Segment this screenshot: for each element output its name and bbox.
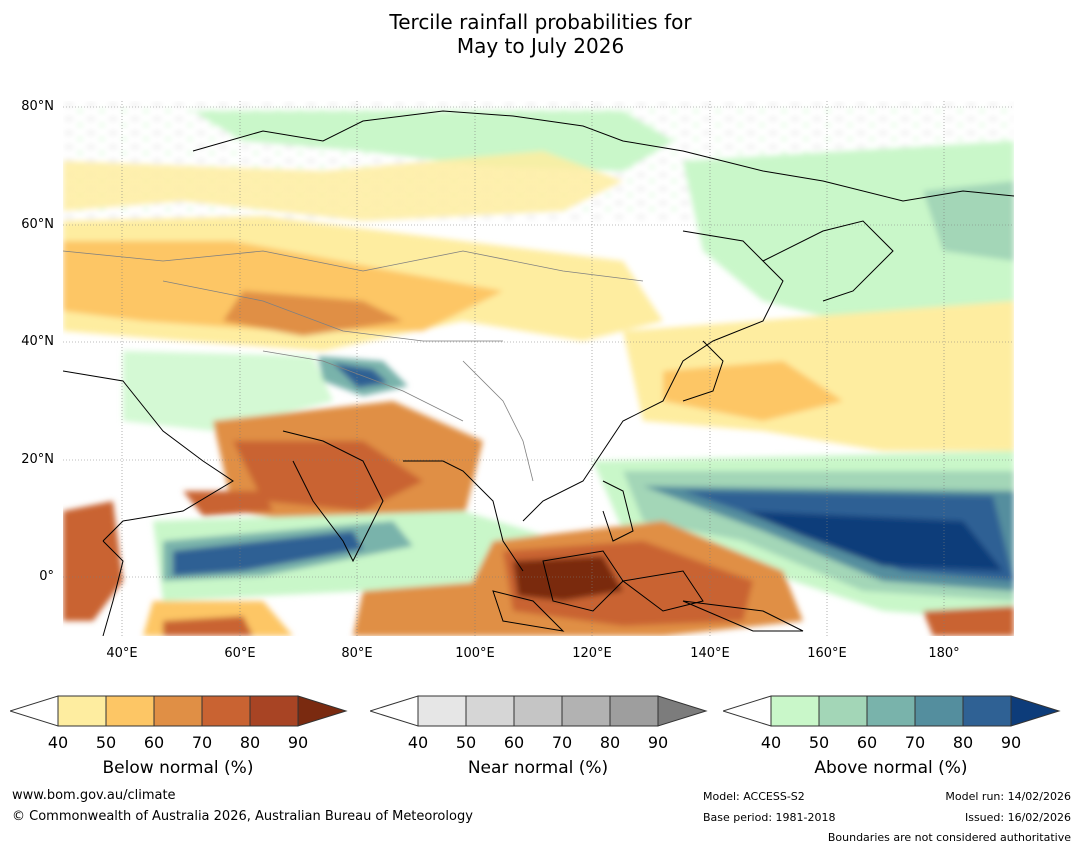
below-colorbar-lower-extend <box>10 695 59 727</box>
model-run-date: Model run: 14/02/2026 <box>945 790 1071 803</box>
above-tick: 50 <box>808 733 830 752</box>
above-tick: 90 <box>1000 733 1022 752</box>
rainfall-probability-map <box>63 101 1014 636</box>
lon-label-180: 180° <box>928 646 960 661</box>
below-tick: 90 <box>287 733 309 752</box>
near-colorbar-bin-70-80 <box>561 695 611 727</box>
below-tick: 70 <box>191 733 213 752</box>
above-tick: 70 <box>904 733 926 752</box>
lon-label-40e: 40°E <box>106 646 138 661</box>
near-normal-label: Near normal (%) <box>467 758 609 778</box>
lat-label-60n: 60°N <box>21 217 54 232</box>
above-tick: 40 <box>760 733 782 752</box>
coastlines <box>63 110 1014 636</box>
lon-label-60e: 60°E <box>224 646 256 661</box>
below-colorbar-bin-60-70 <box>153 695 203 727</box>
near-tick: 60 <box>503 733 525 752</box>
lon-label-140e: 140°E <box>690 646 730 661</box>
below-tick: 40 <box>47 733 69 752</box>
near-normal-colorbar <box>370 695 708 727</box>
above-colorbar-bin-50-60 <box>818 695 868 727</box>
above-colorbar-bin-60-70 <box>866 695 916 727</box>
lat-label-80n: 80°N <box>21 99 54 114</box>
near-tick: 70 <box>551 733 573 752</box>
base-period: Base period: 1981-2018 <box>703 811 836 824</box>
graticule <box>63 101 1014 636</box>
copyright-text: © Commonwealth of Australia 2026, Austra… <box>12 809 473 824</box>
lat-label-20n: 20°N <box>21 452 54 467</box>
below-tick: 80 <box>239 733 261 752</box>
below-colorbar-bin-70-80 <box>201 695 251 727</box>
below-tick: 50 <box>95 733 117 752</box>
near-tick: 50 <box>455 733 477 752</box>
above-colorbar-upper-extend <box>1010 695 1061 727</box>
lat-label-40n: 40°N <box>21 334 54 349</box>
issued-date: Issued: 16/02/2026 <box>964 811 1071 824</box>
near-colorbar-lower-extend <box>370 695 419 727</box>
near-tick: 40 <box>407 733 429 752</box>
below-colorbar-upper-extend <box>297 695 348 727</box>
lon-label-120e: 120°E <box>572 646 612 661</box>
lon-label-160e: 160°E <box>807 646 847 661</box>
website-link[interactable]: www.bom.gov.au/climate <box>12 788 176 803</box>
near-colorbar-bin-40-50 <box>417 695 467 727</box>
lon-label-100e: 100°E <box>455 646 495 661</box>
near-colorbar-bin-60-70 <box>513 695 563 727</box>
above-tick: 60 <box>856 733 878 752</box>
above-colorbar-lower-extend <box>723 695 772 727</box>
above-colorbar-bin-40-50 <box>770 695 820 727</box>
below-colorbar-bin-40-50 <box>57 695 107 727</box>
below-colorbar-bin-50-60 <box>105 695 155 727</box>
below-normal-colorbar <box>10 695 348 727</box>
country-borders <box>63 250 644 482</box>
chart-title-line2: May to July 2026 <box>456 34 625 58</box>
near-colorbar-bin-50-60 <box>465 695 515 727</box>
probability-field <box>63 101 1014 636</box>
chart-title-line1: Tercile rainfall probabilities for <box>389 10 692 34</box>
above-tick: 80 <box>952 733 974 752</box>
near-colorbar-upper-extend <box>657 695 708 727</box>
below-normal-label: Below normal (%) <box>102 758 254 778</box>
above-colorbar-bin-70-80 <box>914 695 964 727</box>
near-tick: 90 <box>647 733 669 752</box>
above-normal-colorbar <box>723 695 1061 727</box>
below-colorbar-bin-80-90 <box>249 695 299 727</box>
above-normal-label: Above normal (%) <box>814 758 968 778</box>
above-colorbar-bin-80-90 <box>962 695 1012 727</box>
near-tick: 80 <box>599 733 621 752</box>
model-name: Model: ACCESS-S2 <box>703 790 805 803</box>
near-colorbar-bin-80-90 <box>609 695 659 727</box>
lat-label-0: 0° <box>39 569 54 584</box>
below-tick: 60 <box>143 733 165 752</box>
lon-label-80e: 80°E <box>341 646 373 661</box>
disclaimer: Boundaries are not considered authoritat… <box>827 831 1071 844</box>
